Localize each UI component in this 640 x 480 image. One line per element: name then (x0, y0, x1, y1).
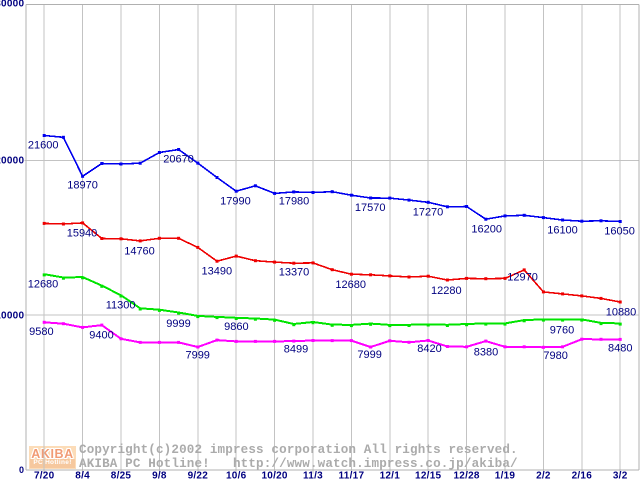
svg-text:0: 0 (19, 465, 24, 475)
svg-text:9580: 9580 (29, 326, 53, 338)
svg-text:16200: 16200 (471, 224, 502, 236)
svg-text:20000: 20000 (0, 155, 24, 166)
svg-text:12280: 12280 (431, 285, 462, 297)
svg-text:11300: 11300 (106, 300, 136, 312)
svg-text:20670: 20670 (163, 154, 194, 166)
svg-text:9760: 9760 (550, 324, 574, 336)
svg-text:17990: 17990 (220, 196, 251, 208)
svg-text:13370: 13370 (279, 266, 310, 278)
svg-text:7999: 7999 (357, 349, 381, 361)
svg-text:8480: 8480 (608, 342, 632, 354)
svg-text:8/4: 8/4 (75, 470, 90, 480)
svg-text:12680: 12680 (28, 278, 59, 290)
svg-text:10/6: 10/6 (226, 470, 247, 480)
svg-text:11/3: 11/3 (303, 470, 323, 480)
svg-text:8420: 8420 (417, 343, 441, 355)
svg-text:1/19: 1/19 (495, 470, 516, 480)
svg-text:2/16: 2/16 (572, 470, 593, 480)
svg-text:30000: 30000 (0, 0, 24, 9)
svg-text:8380: 8380 (474, 347, 498, 359)
svg-text:8499: 8499 (284, 344, 308, 356)
svg-text:10/20: 10/20 (261, 470, 287, 480)
svg-text:10000: 10000 (0, 311, 24, 322)
svg-text:12/1: 12/1 (380, 470, 401, 480)
svg-text:15940: 15940 (67, 227, 98, 239)
svg-text:7980: 7980 (543, 350, 567, 362)
svg-text:17270: 17270 (413, 206, 444, 218)
svg-text:2/2: 2/2 (536, 470, 551, 480)
svg-text:12/15: 12/15 (415, 470, 441, 480)
svg-text:9999: 9999 (166, 318, 190, 330)
svg-text:13490: 13490 (202, 265, 233, 277)
svg-text:16100: 16100 (547, 225, 578, 237)
svg-text:9/8: 9/8 (152, 470, 167, 480)
svg-text:12970: 12970 (507, 272, 538, 284)
svg-text:8/25: 8/25 (111, 470, 132, 480)
svg-text:12680: 12680 (335, 279, 366, 291)
svg-text:21600: 21600 (28, 139, 59, 151)
svg-text:10880: 10880 (606, 306, 637, 318)
svg-text:18970: 18970 (67, 180, 98, 192)
svg-text:14760: 14760 (124, 245, 155, 257)
svg-text:9860: 9860 (224, 321, 248, 333)
svg-text:7/20: 7/20 (34, 470, 55, 480)
svg-text:9400: 9400 (89, 329, 113, 341)
svg-text:9/22: 9/22 (188, 470, 209, 480)
svg-text:17980: 17980 (279, 196, 310, 208)
svg-text:3/2: 3/2 (613, 470, 628, 480)
svg-text:16050: 16050 (604, 226, 635, 238)
svg-text:11/17: 11/17 (339, 470, 365, 480)
svg-text:7999: 7999 (185, 350, 209, 362)
svg-text:12/28: 12/28 (453, 470, 479, 480)
svg-text:17570: 17570 (355, 202, 386, 214)
